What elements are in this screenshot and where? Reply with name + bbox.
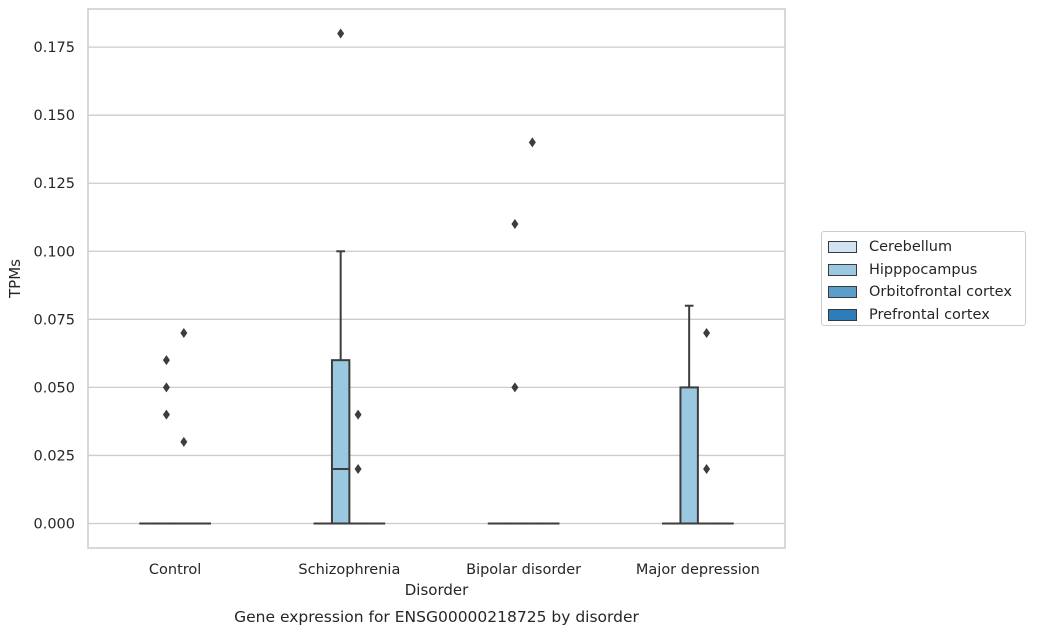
legend-swatch [828,308,857,321]
x-tick-label: Bipolar disorder [466,562,581,578]
box-series [139,250,734,525]
y-axis-label: TPMs [6,259,24,299]
outlier-point [162,355,170,366]
box [330,359,351,525]
y-tick-label: 0.150 [33,108,75,124]
y-axis-ticks: 0.000 0.025 0.050 0.075 0.100 0.125 0.150 0.175 [33,40,75,532]
x-axis-label: Disorder [405,581,469,599]
legend-label: Hipppocampus [869,261,978,278]
outlier-point [703,464,711,475]
outlier-point [511,382,519,393]
plot-area-frame [87,8,786,549]
x-tick-label: Schizophrenia [298,562,400,578]
outlier-point [354,409,362,420]
outlier-point [337,28,345,39]
y-tick-label: 0.100 [33,244,75,260]
x-axis-ticks: Control Schizophrenia Bipolar disorder Majo… [149,562,760,578]
y-tick-label: 0.050 [33,380,75,396]
x-tick-label: Control [149,562,201,578]
outlier-point [511,219,519,230]
outlier-point [162,382,170,393]
legend-label: Orbitofrontal cortex [869,284,1012,301]
outlier-point [180,436,188,447]
legend-label: Prefrontal cortex [869,306,990,323]
x-tick-label: Major depression [636,562,760,578]
y-tick-label: 0.125 [33,176,75,192]
box [679,386,699,525]
y-tick-label: 0.000 [33,517,75,533]
y-tick-label: 0.075 [33,312,75,328]
outlier-points [162,28,711,475]
legend-item: Orbitofrontal cortex [828,281,1025,304]
chart-title: Gene expression for ENSG00000218725 by d… [234,608,639,626]
outlier-point [354,464,362,475]
legend: Cerebellum Hipppocampus Orbitofrontal cort… [821,231,1026,326]
gridlines [88,46,785,525]
outlier-point [703,327,711,338]
legend-swatch [828,241,857,254]
outlier-point [528,137,536,148]
y-tick-label: 0.025 [33,448,75,464]
y-tick-label: 0.175 [33,40,75,56]
legend-item: Hipppocampus [828,259,1025,282]
legend-swatch [828,263,857,276]
legend-item: Prefrontal cortex [828,304,1025,327]
outlier-point [180,327,188,338]
legend-swatch [828,286,857,299]
legend-item: Cerebellum [828,236,1025,259]
legend-label: Cerebellum [869,239,953,256]
outlier-point [162,409,170,420]
